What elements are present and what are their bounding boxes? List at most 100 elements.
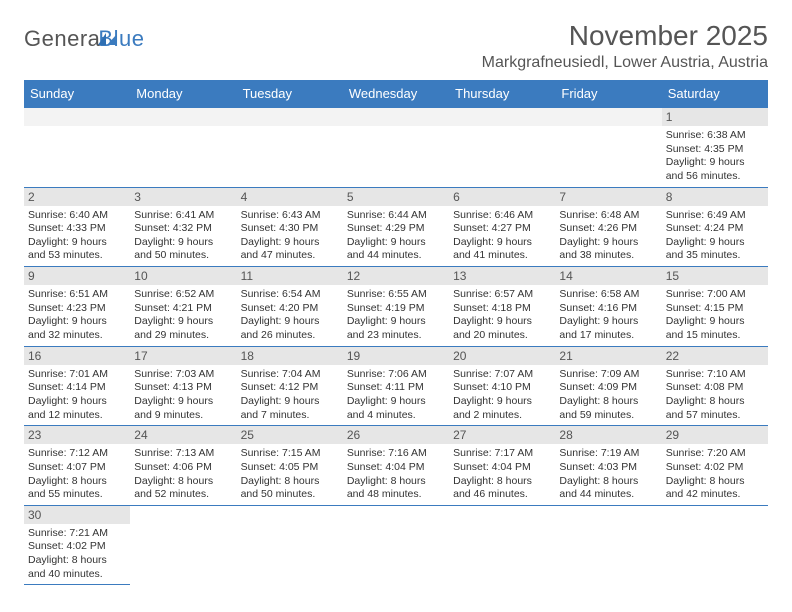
- day-number: [130, 108, 236, 126]
- sunrise-text: Sunrise: 7:03 AM: [134, 368, 232, 382]
- sunrise-text: Sunrise: 7:19 AM: [559, 447, 657, 461]
- day-content: Sunrise: 7:10 AMSunset: 4:08 PMDaylight:…: [662, 365, 768, 426]
- day-number: 18: [237, 347, 343, 365]
- daylight-text: Daylight: 8 hours and 40 minutes.: [28, 554, 126, 581]
- day-cell: [343, 505, 449, 585]
- sunset-text: Sunset: 4:29 PM: [347, 222, 445, 236]
- day-cell: [237, 505, 343, 585]
- sunset-text: Sunset: 4:04 PM: [347, 461, 445, 475]
- daylight-text: Daylight: 9 hours and 35 minutes.: [666, 236, 764, 263]
- day-cell: 28Sunrise: 7:19 AMSunset: 4:03 PMDayligh…: [555, 426, 661, 506]
- day-content: Sunrise: 7:04 AMSunset: 4:12 PMDaylight:…: [237, 365, 343, 426]
- sunset-text: Sunset: 4:11 PM: [347, 381, 445, 395]
- sunrise-text: Sunrise: 6:52 AM: [134, 288, 232, 302]
- daylight-text: Daylight: 8 hours and 50 minutes.: [241, 475, 339, 502]
- day-content: Sunrise: 7:15 AMSunset: 4:05 PMDaylight:…: [237, 444, 343, 505]
- daylight-text: Daylight: 9 hours and 41 minutes.: [453, 236, 551, 263]
- day-cell: 11Sunrise: 6:54 AMSunset: 4:20 PMDayligh…: [237, 267, 343, 347]
- day-number: 14: [555, 267, 661, 285]
- sunrise-text: Sunrise: 7:04 AM: [241, 368, 339, 382]
- sunset-text: Sunset: 4:14 PM: [28, 381, 126, 395]
- sunset-text: Sunset: 4:16 PM: [559, 302, 657, 316]
- sunrise-text: Sunrise: 6:43 AM: [241, 209, 339, 223]
- day-cell: 25Sunrise: 7:15 AMSunset: 4:05 PMDayligh…: [237, 426, 343, 506]
- daylight-text: Daylight: 8 hours and 52 minutes.: [134, 475, 232, 502]
- sunrise-text: Sunrise: 7:09 AM: [559, 368, 657, 382]
- day-number: 21: [555, 347, 661, 365]
- sunrise-text: Sunrise: 7:13 AM: [134, 447, 232, 461]
- sunrise-text: Sunrise: 7:17 AM: [453, 447, 551, 461]
- sunset-text: Sunset: 4:24 PM: [666, 222, 764, 236]
- sunrise-text: Sunrise: 6:44 AM: [347, 209, 445, 223]
- day-cell: 23Sunrise: 7:12 AMSunset: 4:07 PMDayligh…: [24, 426, 130, 506]
- daylight-text: Daylight: 9 hours and 29 minutes.: [134, 315, 232, 342]
- day-number: 10: [130, 267, 236, 285]
- sunset-text: Sunset: 4:04 PM: [453, 461, 551, 475]
- day-number: 27: [449, 426, 555, 444]
- week-row: 2Sunrise: 6:40 AMSunset: 4:33 PMDaylight…: [24, 187, 768, 267]
- day-number: 15: [662, 267, 768, 285]
- day-content: Sunrise: 7:20 AMSunset: 4:02 PMDaylight:…: [662, 444, 768, 505]
- daylight-text: Daylight: 8 hours and 57 minutes.: [666, 395, 764, 422]
- day-content: Sunrise: 7:03 AMSunset: 4:13 PMDaylight:…: [130, 365, 236, 426]
- day-cell: [130, 505, 236, 585]
- week-row: 16Sunrise: 7:01 AMSunset: 4:14 PMDayligh…: [24, 346, 768, 426]
- day-number: 11: [237, 267, 343, 285]
- day-header-row: Sunday Monday Tuesday Wednesday Thursday…: [24, 80, 768, 108]
- day-number: 26: [343, 426, 449, 444]
- day-cell: 5Sunrise: 6:44 AMSunset: 4:29 PMDaylight…: [343, 187, 449, 267]
- day-number: [449, 108, 555, 126]
- day-number: 30: [24, 506, 130, 524]
- sunset-text: Sunset: 4:08 PM: [666, 381, 764, 395]
- sunrise-text: Sunrise: 7:01 AM: [28, 368, 126, 382]
- day-header: Friday: [555, 80, 661, 108]
- daylight-text: Daylight: 9 hours and 50 minutes.: [134, 236, 232, 263]
- day-cell: 17Sunrise: 7:03 AMSunset: 4:13 PMDayligh…: [130, 346, 236, 426]
- day-content: Sunrise: 6:52 AMSunset: 4:21 PMDaylight:…: [130, 285, 236, 346]
- day-number: 6: [449, 188, 555, 206]
- day-cell: [662, 505, 768, 585]
- sunrise-text: Sunrise: 7:12 AM: [28, 447, 126, 461]
- sunrise-text: Sunrise: 7:15 AM: [241, 447, 339, 461]
- day-number: [237, 108, 343, 126]
- day-content: Sunrise: 7:06 AMSunset: 4:11 PMDaylight:…: [343, 365, 449, 426]
- sunset-text: Sunset: 4:27 PM: [453, 222, 551, 236]
- day-cell: 3Sunrise: 6:41 AMSunset: 4:32 PMDaylight…: [130, 187, 236, 267]
- day-number: 13: [449, 267, 555, 285]
- sunset-text: Sunset: 4:10 PM: [453, 381, 551, 395]
- day-cell: [343, 108, 449, 188]
- header: Genera Blue November 2025 Markgrafneusie…: [24, 20, 768, 72]
- sunset-text: Sunset: 4:09 PM: [559, 381, 657, 395]
- sunset-text: Sunset: 4:13 PM: [134, 381, 232, 395]
- day-number: [130, 506, 236, 524]
- day-number: 25: [237, 426, 343, 444]
- daylight-text: Daylight: 8 hours and 55 minutes.: [28, 475, 126, 502]
- day-cell: 7Sunrise: 6:48 AMSunset: 4:26 PMDaylight…: [555, 187, 661, 267]
- day-content: Sunrise: 7:09 AMSunset: 4:09 PMDaylight:…: [555, 365, 661, 426]
- sunset-text: Sunset: 4:35 PM: [666, 143, 764, 157]
- sunrise-text: Sunrise: 6:57 AM: [453, 288, 551, 302]
- day-number: 22: [662, 347, 768, 365]
- day-number: [237, 506, 343, 524]
- day-cell: 2Sunrise: 6:40 AMSunset: 4:33 PMDaylight…: [24, 187, 130, 267]
- day-number: 3: [130, 188, 236, 206]
- day-number: [555, 506, 661, 524]
- sunrise-text: Sunrise: 6:54 AM: [241, 288, 339, 302]
- sunset-text: Sunset: 4:33 PM: [28, 222, 126, 236]
- day-cell: [555, 108, 661, 188]
- day-number: 24: [130, 426, 236, 444]
- daylight-text: Daylight: 9 hours and 47 minutes.: [241, 236, 339, 263]
- sunrise-text: Sunrise: 6:38 AM: [666, 129, 764, 143]
- day-content: Sunrise: 6:51 AMSunset: 4:23 PMDaylight:…: [24, 285, 130, 346]
- week-row: 23Sunrise: 7:12 AMSunset: 4:07 PMDayligh…: [24, 426, 768, 506]
- daylight-text: Daylight: 9 hours and 4 minutes.: [347, 395, 445, 422]
- day-content: Sunrise: 7:17 AMSunset: 4:04 PMDaylight:…: [449, 444, 555, 505]
- daylight-text: Daylight: 8 hours and 42 minutes.: [666, 475, 764, 502]
- daylight-text: Daylight: 9 hours and 15 minutes.: [666, 315, 764, 342]
- sunset-text: Sunset: 4:19 PM: [347, 302, 445, 316]
- sunset-text: Sunset: 4:21 PM: [134, 302, 232, 316]
- day-content: Sunrise: 7:12 AMSunset: 4:07 PMDaylight:…: [24, 444, 130, 505]
- day-cell: [555, 505, 661, 585]
- daylight-text: Daylight: 9 hours and 7 minutes.: [241, 395, 339, 422]
- sunrise-text: Sunrise: 6:48 AM: [559, 209, 657, 223]
